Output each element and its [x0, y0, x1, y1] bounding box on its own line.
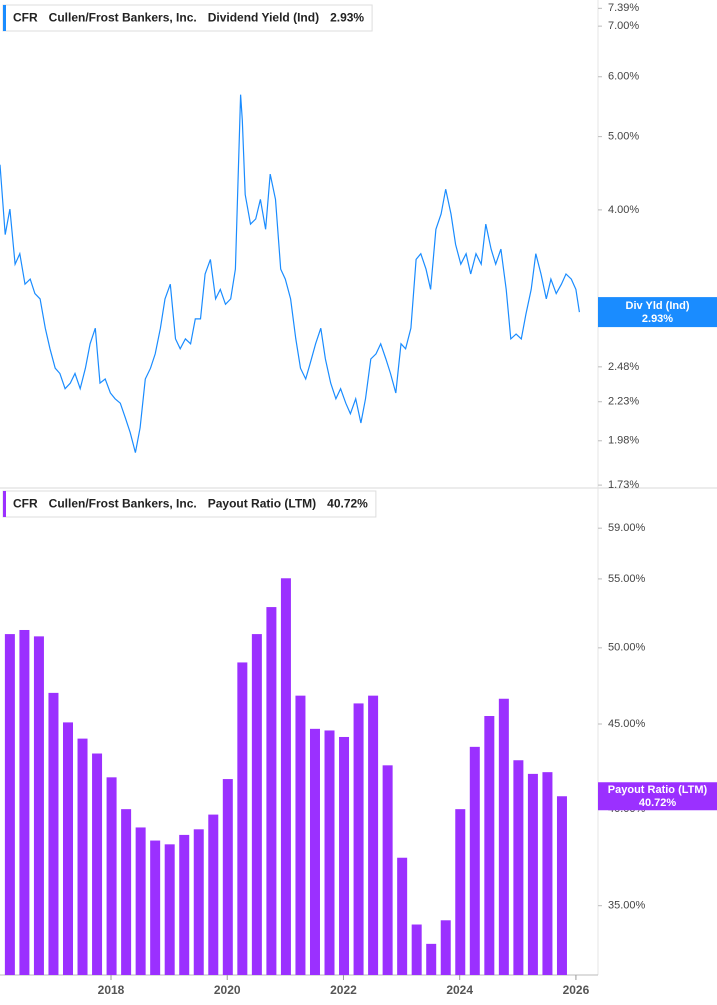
bar: [19, 629, 30, 975]
bar: [469, 746, 480, 975]
bar: [339, 736, 350, 975]
bar: [208, 814, 219, 975]
y-tick-label: 55.00%: [608, 573, 646, 585]
legend-ticker: CFR: [13, 497, 38, 511]
legend-company: Cullen/Frost Bankers, Inc.: [49, 11, 197, 25]
legend-current-value: 2.93%: [330, 11, 364, 25]
bar: [309, 728, 320, 975]
y-tick-label: 45.00%: [608, 718, 646, 730]
y-tick-label: 7.00%: [608, 20, 639, 32]
y-tick-label: 1.98%: [608, 435, 639, 447]
x-tick-label: 2026: [563, 983, 590, 997]
y-tick-label: 4.00%: [608, 204, 639, 216]
line: [0, 94, 580, 453]
bar: [411, 924, 422, 975]
bar: [440, 920, 451, 975]
bar: [368, 695, 379, 975]
legend-swatch: [3, 5, 6, 31]
bar: [222, 779, 233, 975]
bar: [121, 809, 132, 975]
legend: CFR Cullen/Frost Bankers, Inc. Payout Rati…: [2, 490, 377, 518]
y-tick-label: 1.73%: [608, 479, 639, 491]
y-tick-label: 7.39%: [608, 2, 639, 14]
x-tick-label: 2022: [330, 983, 357, 997]
bar: [4, 634, 15, 975]
bar: [77, 738, 88, 975]
bar: [266, 607, 277, 975]
bar: [513, 760, 524, 975]
legend-box: [2, 4, 373, 32]
badge-name: Div Yld (Ind): [626, 300, 690, 312]
legend-swatch: [3, 491, 6, 517]
bar: [237, 662, 248, 975]
bar: [92, 753, 103, 975]
bar: [150, 840, 161, 975]
bar: [280, 578, 291, 975]
bar: [527, 773, 538, 975]
legend-current-value: 40.72%: [327, 497, 368, 511]
y-tick-label: 6.00%: [608, 71, 639, 83]
bar: [397, 857, 408, 975]
bar: [484, 716, 495, 975]
bar: [62, 722, 73, 975]
bar: [164, 844, 175, 975]
y-tick-label: 2.23%: [608, 396, 639, 408]
y-tick-label: 2.48%: [608, 361, 639, 373]
y-tick-label: 59.00%: [608, 522, 646, 534]
legend-series-name: Payout Ratio (LTM): [208, 497, 316, 511]
bar: [426, 943, 437, 975]
bar: [455, 809, 466, 975]
y-tick-label: 50.00%: [608, 642, 646, 654]
x-tick-label: 2020: [214, 983, 241, 997]
bar: [106, 777, 117, 975]
bar: [135, 827, 146, 975]
y-tick-label: 5.00%: [608, 131, 639, 143]
bar: [33, 636, 44, 975]
legend-company: Cullen/Frost Bankers, Inc.: [49, 497, 197, 511]
bar: [48, 692, 59, 975]
value-badge: [598, 297, 717, 328]
y-tick-label: 35.00%: [608, 900, 646, 912]
bar: [556, 796, 567, 975]
bar: [295, 695, 306, 975]
x-tick-label: 2018: [98, 983, 125, 997]
bar: [353, 703, 364, 975]
legend-series-name: Dividend Yield (Ind): [208, 11, 319, 25]
legend-ticker: CFR: [13, 11, 38, 25]
bar: [382, 765, 393, 975]
bar: [179, 834, 190, 975]
badge-value: 2.93%: [642, 313, 673, 325]
bar: [498, 698, 509, 975]
legend: CFR Cullen/Frost Bankers, Inc. Dividend Yi…: [2, 4, 373, 32]
bar: [542, 772, 553, 975]
bar: [251, 634, 262, 975]
bar: [193, 829, 204, 975]
x-tick-label: 2024: [446, 983, 473, 997]
bar: [324, 730, 335, 975]
badge-value: 40.72%: [639, 797, 677, 809]
value-badge: [598, 782, 717, 811]
badge-name: Payout Ratio (LTM): [608, 784, 708, 796]
